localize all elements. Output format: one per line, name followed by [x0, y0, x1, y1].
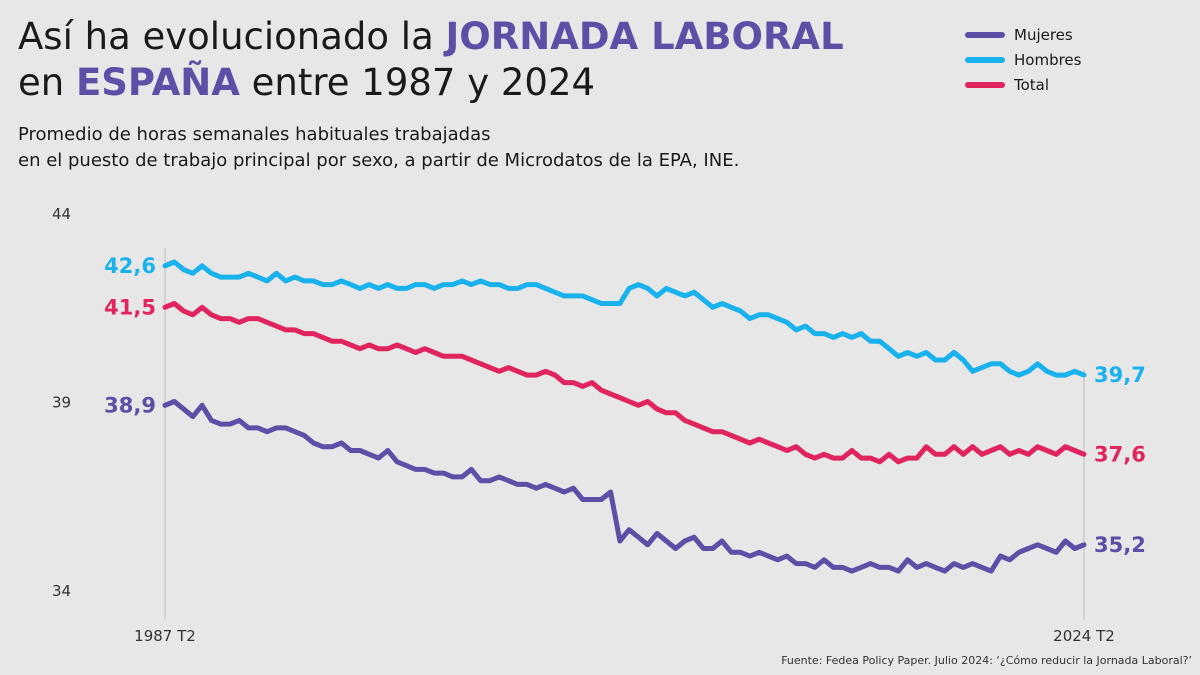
start-label-hombres: 42,6 — [104, 254, 156, 278]
series-line-total — [162, 301, 1087, 465]
y-tick-label-44: 44 — [52, 205, 71, 223]
x-tick-label-start: 1987 T2 — [134, 627, 196, 645]
series-line-hombres — [162, 259, 1087, 378]
end-label-mujeres: 35,2 — [1094, 533, 1146, 557]
legend-label-hombres: Hombres — [1014, 50, 1082, 69]
legend-swatch-total — [965, 81, 1005, 88]
y-tick-label-34: 34 — [52, 582, 71, 600]
legend-label-total: Total — [1014, 75, 1050, 94]
start-label-mujeres: 38,9 — [104, 393, 156, 417]
title-accent-espana: ESPAÑA — [75, 61, 240, 104]
legend-item-hombres: Hombres — [965, 47, 1081, 72]
legend-item-total: Total — [965, 72, 1081, 97]
legend-label-mujeres: Mujeres — [1014, 25, 1073, 44]
chart-legend: Mujeres Hombres Total — [965, 22, 1081, 97]
source-note: Fuente: Fedea Policy Paper. Julio 2024: … — [781, 654, 1192, 667]
end-label-hombres: 39,7 — [1094, 363, 1146, 387]
series-line-mujeres — [162, 399, 1087, 574]
y-tick-label-39: 39 — [52, 394, 71, 412]
chart-subtitle: Promedio de horas semanales habituales t… — [18, 124, 740, 171]
chart-title: Así ha evolucionado la JORNADA LABORAL en… — [18, 15, 844, 104]
legend-swatch-mujeres — [965, 31, 1005, 38]
title-accent-jornada: JORNADA LABORAL — [445, 15, 844, 58]
legend-item-mujeres: Mujeres — [965, 22, 1081, 47]
end-label-total: 37,6 — [1094, 442, 1146, 466]
legend-swatch-hombres — [965, 56, 1005, 63]
start-label-total: 41,5 — [104, 295, 156, 319]
x-tick-label-end: 2024 T2 — [1053, 627, 1115, 645]
